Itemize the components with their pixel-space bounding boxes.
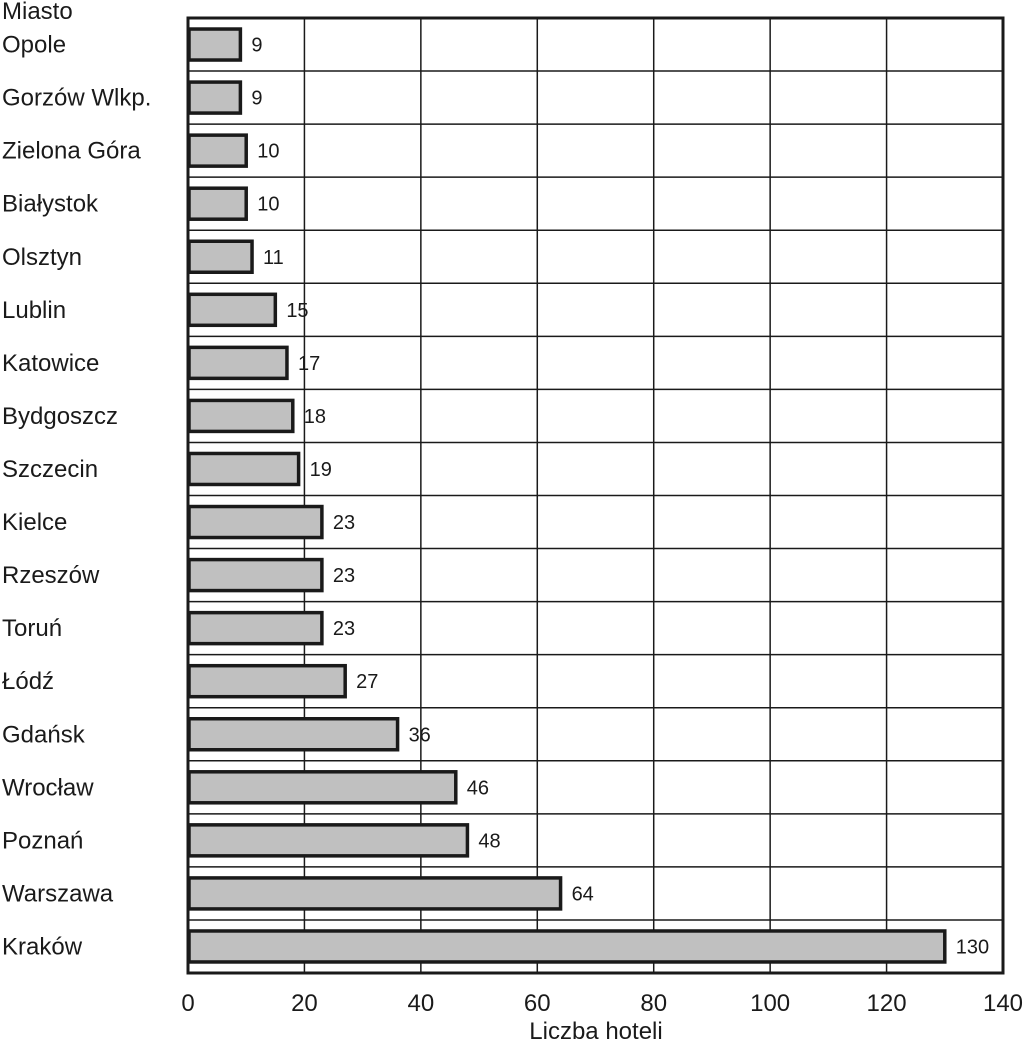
category-label: Łódź: [2, 668, 54, 695]
bar-value-label: 9: [251, 35, 262, 57]
x-tick-label: 20: [291, 990, 318, 1017]
bar: [187, 610, 324, 646]
bar-value-label: 23: [333, 512, 355, 534]
category-label: Rzeszów: [2, 562, 100, 589]
category-label: Poznań: [2, 827, 83, 854]
category-label: Szczecin: [2, 456, 98, 483]
category-label: Warszawa: [2, 880, 114, 907]
category-label: Gorzów Wlkp.: [2, 85, 151, 112]
y-axis-title: Miasto: [2, 0, 73, 25]
category-label: Wrocław: [2, 774, 94, 801]
x-tick-label: 60: [524, 990, 551, 1017]
plot-frame: [186, 16, 1005, 975]
bar: [187, 133, 248, 168]
bar-value-label: 18: [304, 406, 326, 428]
category-label: Lublin: [2, 297, 66, 324]
x-tick-label: 80: [640, 990, 667, 1017]
category-label: Toruń: [2, 615, 62, 642]
x-tick-label: 120: [867, 990, 907, 1017]
category-label: Kielce: [2, 509, 67, 536]
bar-value-label: 23: [333, 565, 355, 587]
bar: [187, 80, 243, 115]
bar-value-label: 10: [257, 194, 279, 216]
bar: [187, 504, 324, 540]
bar: [187, 186, 248, 221]
bar-value-label: 9: [251, 88, 262, 110]
bar-value-label: 11: [263, 247, 284, 269]
bar: [187, 557, 324, 593]
category-label: Katowice: [2, 350, 99, 377]
bar: [187, 398, 295, 434]
bars: [187, 27, 947, 964]
x-tick-label: 100: [750, 990, 790, 1017]
bar-value-label: 10: [257, 141, 279, 163]
x-tick-labels: 0 20 40 60 80 100 120 140: [181, 990, 1023, 1017]
bar: [187, 292, 278, 328]
bar: [187, 717, 400, 752]
bar: [187, 27, 243, 62]
bar: [187, 345, 289, 381]
category-label: Białystok: [2, 191, 99, 218]
category-label: Kraków: [2, 933, 83, 960]
bar: [187, 929, 947, 964]
category-label: Olsztyn: [2, 244, 82, 271]
x-tick-label: 0: [181, 990, 194, 1017]
value-labels: 9 9 10 10 11 15 17 18 19 23 23 23 27 36 46 48 64 130: [251, 35, 989, 959]
x-tick-label: 40: [408, 990, 435, 1017]
bar: [187, 239, 254, 274]
category-label: Bydgoszcz: [2, 403, 118, 430]
category-labels: Opole Gorzów Wlkp. Zielona Góra Białystok Ol…: [2, 32, 151, 961]
category-label: Gdańsk: [2, 721, 86, 748]
bar: [187, 823, 470, 858]
bar-value-label: 48: [478, 830, 500, 852]
grid: [188, 18, 1003, 973]
bar: [187, 876, 563, 911]
bar: [187, 663, 347, 699]
bar-value-label: 23: [333, 618, 355, 640]
bar-value-label: 36: [409, 724, 431, 746]
bar-value-label: 19: [310, 459, 332, 481]
x-axis-title: Liczba hoteli: [529, 1018, 662, 1044]
bar: [187, 451, 301, 487]
bar-value-label: 15: [286, 300, 308, 322]
bar-value-label: 130: [956, 936, 989, 958]
category-label: Opole: [2, 32, 66, 59]
bar-value-label: 17: [298, 353, 320, 375]
bar-value-label: 64: [572, 883, 594, 905]
x-tick-label: 140: [983, 990, 1023, 1017]
category-label: Zielona Góra: [2, 138, 141, 165]
bar: [187, 770, 458, 805]
bar-value-label: 27: [356, 671, 378, 693]
bar-value-label: 46: [467, 777, 489, 799]
